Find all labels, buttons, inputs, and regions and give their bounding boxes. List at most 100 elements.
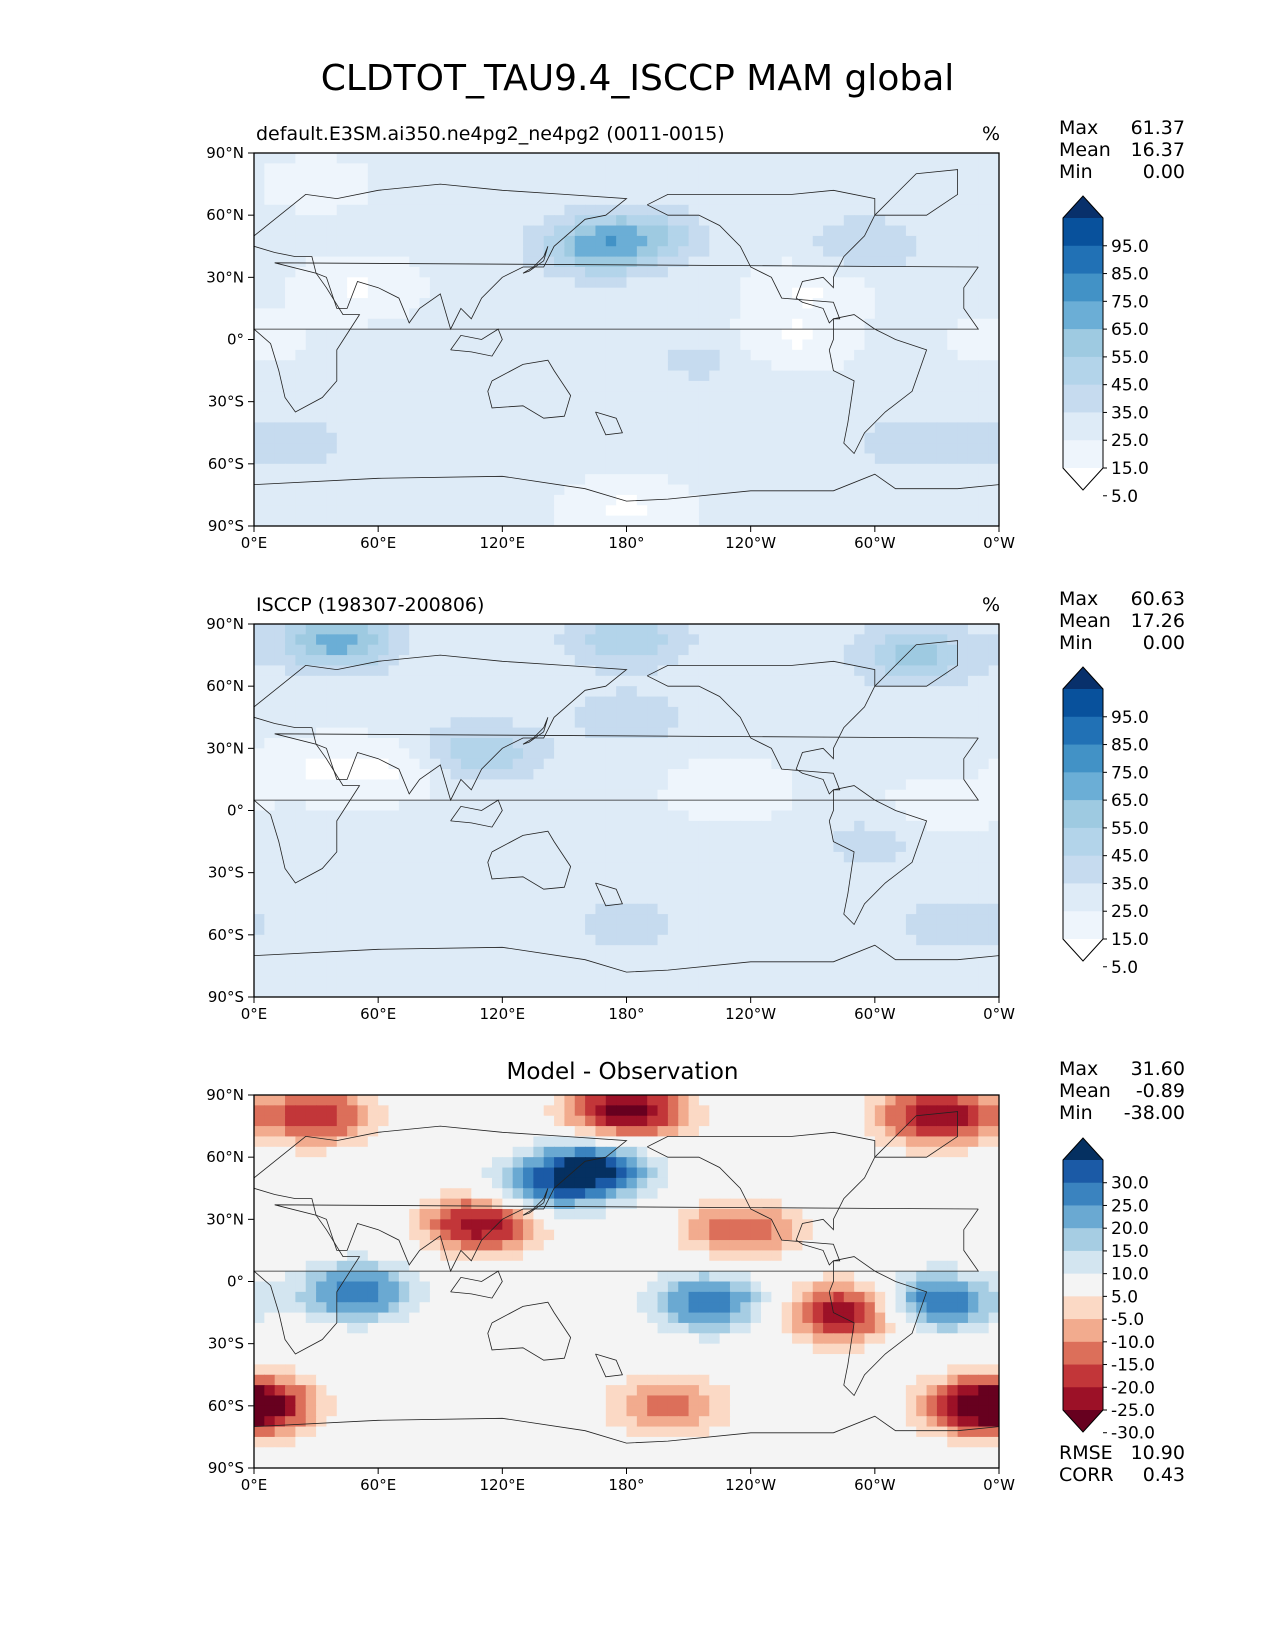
contour-cell [874,820,886,832]
contour-cell [905,494,917,506]
contour-cell [523,945,534,957]
contour-cell [450,872,462,884]
contour-cell [843,820,855,832]
contour-cell [833,153,845,164]
contour-cell [926,484,938,496]
contour-cell [750,370,762,382]
contour-cell [316,727,328,739]
contour-cell [709,474,721,486]
contour-cell [450,401,462,413]
contour-cell [471,318,483,330]
contour-cell [926,945,938,957]
contour-cell [792,256,804,268]
contour-cell [388,675,400,687]
contour-cell [698,737,710,749]
contour-cell [471,748,483,760]
contour-cell [491,204,503,216]
contour-cell [802,624,814,635]
contour-cell [781,934,793,946]
contour-cell [905,287,917,299]
contour-cell [905,737,917,749]
contour-cell [326,163,338,175]
contour-cell [812,675,824,687]
contour-cell [874,494,886,506]
contour-cell [357,624,369,635]
contour-cell [905,412,917,423]
contour-cell [698,634,710,646]
contour-cell [481,675,493,687]
contour-cell [729,443,741,455]
contour-cell [347,380,359,392]
contour-cell [264,727,276,739]
contour-cell [409,717,421,729]
contour-cell [564,644,576,656]
contour-cell [792,370,804,382]
contour-cell [460,505,472,517]
contour-cell [978,686,990,698]
contour-cell [285,256,296,268]
contour-cell [274,215,286,227]
contour-cell [512,463,524,475]
contour-cell [771,194,783,206]
contour-cell [605,432,617,444]
contour-cell [740,474,752,486]
contour-cell [657,779,669,791]
contour-cell [926,924,938,936]
contour-cell [347,422,359,434]
contour-cell [367,955,379,967]
contour-cell [523,883,534,894]
contour-cell [823,215,835,227]
contour-cell [936,298,948,310]
contour-cell [450,215,462,227]
contour-cell [895,758,907,770]
contour-cell [336,903,348,915]
contour-cell [523,955,534,967]
contour-cell [533,810,545,822]
contour-cell [585,494,597,506]
contour-cell [285,634,296,646]
contour-cell [864,494,876,506]
contour-cell [833,256,845,268]
contour-cell [854,298,866,310]
contour-cell [347,883,359,894]
contour-cell [678,360,690,372]
contour-cell [491,329,503,341]
contour-cell [398,686,410,698]
contour-cell [988,494,999,506]
contour-cell [357,717,369,729]
contour-cell [533,329,545,341]
contour-cell [657,624,669,635]
contour-cell [523,686,534,698]
contour-cell [792,696,804,708]
contour-cell [305,655,317,667]
contour-cell [429,443,441,455]
contour-cell [719,277,731,289]
contour-cell [285,412,296,423]
contour-cell [729,505,741,517]
contour-cell [874,163,886,175]
contour-cell [347,748,359,760]
contour-cell [502,820,514,832]
contour-cell [605,277,617,289]
contour-cell [409,800,421,812]
contour-cell [357,686,369,698]
contour-cell [936,494,948,506]
contour-cell [843,706,855,718]
contour-cell [657,370,669,382]
contour-cell [481,883,493,894]
contour-cell [688,360,700,372]
contour-cell [761,266,772,278]
contour-cell [885,789,897,801]
contour-cell [264,831,276,843]
contour-cell [802,318,814,330]
contour-cell [688,820,700,832]
contour-cell [326,318,338,330]
contour-cell [605,360,617,372]
contour-cell [543,831,555,843]
contour-cell [585,831,597,843]
contour-cell [254,737,265,749]
contour-cell [947,287,959,299]
contour-cell [440,727,452,739]
contour-cell [678,706,690,718]
contour-cell [854,914,866,926]
